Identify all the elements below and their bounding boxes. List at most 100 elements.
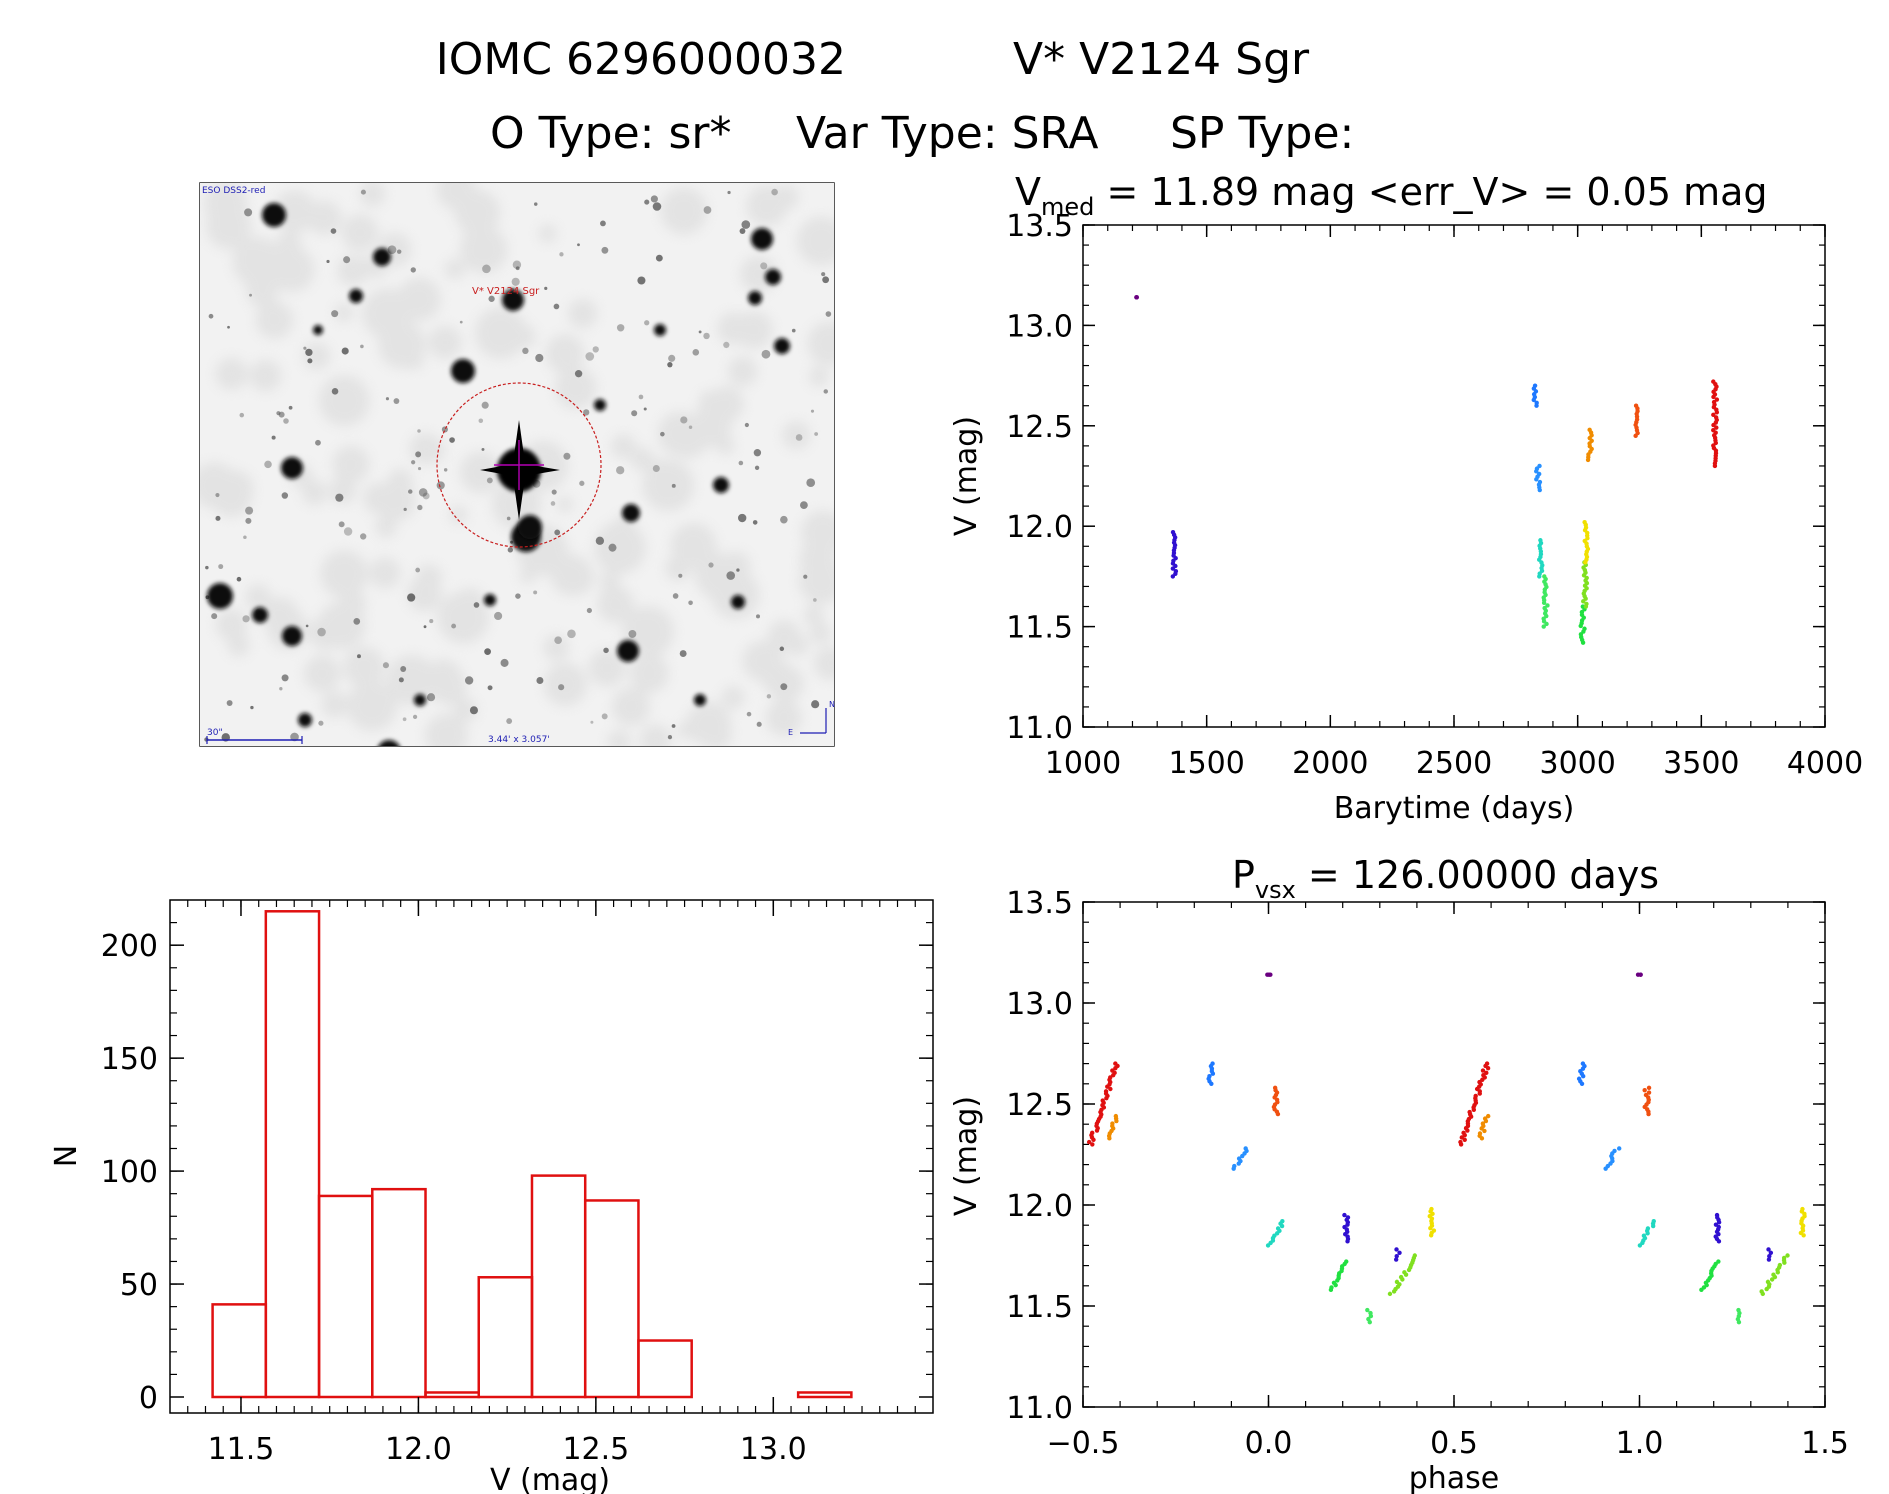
star — [215, 515, 221, 521]
bright-star — [594, 399, 606, 411]
pc-point — [1480, 1068, 1486, 1073]
lc-point — [1582, 626, 1587, 631]
star — [412, 714, 418, 720]
hist-ylabel: N — [49, 1145, 84, 1167]
star — [303, 346, 307, 350]
star — [283, 418, 289, 424]
target-spike-h — [480, 463, 560, 477]
pc-point — [1331, 1280, 1337, 1285]
sky-noise — [554, 367, 597, 410]
star — [249, 293, 252, 297]
pc-title-sub: vsx — [1255, 876, 1296, 904]
star — [583, 409, 590, 416]
pc-point — [1344, 1259, 1349, 1264]
sky-noise — [610, 433, 637, 459]
hist-frame — [169, 899, 934, 1414]
bright-star — [694, 694, 706, 706]
star — [744, 422, 749, 428]
pc-point — [1462, 1137, 1467, 1142]
pc-point — [1113, 1113, 1119, 1119]
star — [443, 468, 448, 472]
star — [822, 276, 830, 284]
sky-noise — [781, 420, 811, 450]
star — [500, 658, 509, 667]
lc-point — [1579, 609, 1585, 615]
star — [754, 465, 760, 470]
pc-point — [1641, 1233, 1647, 1238]
bright-star — [282, 626, 302, 646]
pc-point — [1090, 1130, 1095, 1136]
pc-point — [1232, 1163, 1237, 1169]
bright-star — [751, 228, 773, 250]
lc-point — [1170, 530, 1176, 535]
sky-noise — [629, 653, 669, 694]
hist-bar — [583, 1199, 640, 1399]
lc-title-rest: = 11.89 mag <err_V> = 0.05 mag — [1094, 170, 1767, 214]
star — [678, 573, 683, 578]
bright-star — [349, 289, 363, 303]
star — [522, 347, 529, 355]
bright-star — [484, 594, 496, 606]
header-line1-name: V* V2124 Sgr — [1013, 34, 1310, 85]
histogram-chart: 11.5 12.0 12.5 13.0 0 50 100 150 200 V (mag) N — [49, 899, 934, 1494]
lc-point — [1584, 601, 1589, 607]
sky-noise — [721, 685, 745, 710]
sky-noise — [209, 474, 253, 518]
pc-point — [1345, 1215, 1351, 1220]
sky-noise — [746, 185, 788, 227]
bright-star — [414, 694, 426, 706]
star — [554, 636, 562, 645]
sky-noise — [599, 571, 621, 592]
finder-chart: ESO DSS2-red V* V2124 Sgr 30" 3.44' x 3.… — [199, 182, 835, 747]
star — [218, 564, 224, 570]
star — [810, 409, 815, 413]
hist-bar — [796, 1391, 853, 1399]
sky-noise — [813, 646, 834, 681]
hist-bar — [211, 1303, 268, 1399]
sky-noise — [397, 277, 442, 322]
pc-point — [1716, 1259, 1721, 1264]
lc-ylabel: V (mag) — [949, 416, 984, 536]
star — [553, 303, 560, 310]
star — [441, 426, 448, 433]
bright-star — [765, 269, 781, 285]
star — [353, 618, 361, 625]
star — [688, 425, 693, 429]
bright-star — [748, 291, 762, 305]
pc-point — [1412, 1253, 1417, 1258]
star — [698, 330, 702, 334]
pc-point — [1482, 1116, 1488, 1121]
star — [436, 481, 445, 490]
sky-noise — [735, 311, 773, 349]
lc-point — [1541, 624, 1546, 629]
star — [723, 341, 730, 349]
star — [727, 190, 731, 195]
star — [643, 407, 647, 411]
star — [650, 195, 658, 203]
sky-noise — [630, 447, 655, 472]
bright-star — [262, 203, 286, 227]
pc-ytick-label: 12.0 — [1006, 1189, 1073, 1224]
pc-xlabel: phase — [1409, 1461, 1500, 1494]
star — [331, 310, 339, 318]
lc-xtick-label: 1000 — [1045, 746, 1121, 781]
pc-point — [1461, 1130, 1466, 1136]
pc-title-main: P — [1232, 853, 1255, 897]
star — [343, 527, 353, 536]
lc-point — [1532, 383, 1538, 388]
sky-noise — [739, 255, 778, 293]
star — [486, 477, 493, 484]
pc-ylabel: V (mag) — [949, 1096, 984, 1216]
star — [679, 650, 687, 658]
star — [245, 506, 254, 515]
lc-point — [1714, 397, 1720, 402]
pc-point — [1393, 1257, 1399, 1262]
pc-xtick-label: 1.5 — [1801, 1426, 1849, 1461]
pc-point — [1329, 1285, 1334, 1290]
sky-noise — [245, 584, 271, 611]
star — [227, 325, 230, 329]
bright-star — [622, 504, 640, 522]
hist-bar — [424, 1391, 480, 1399]
hist-ytick-label: 150 — [101, 1042, 158, 1077]
star — [387, 245, 397, 255]
